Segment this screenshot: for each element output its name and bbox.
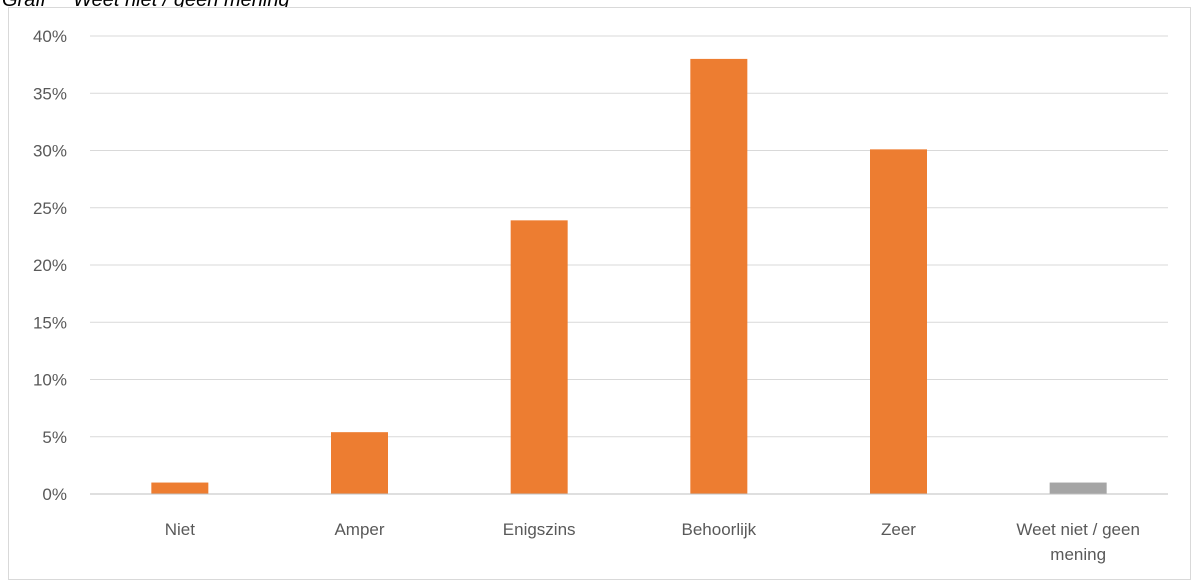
y-tick-label: 25% [33, 199, 67, 218]
y-axis-tick-labels: 0% 5% 10% 15% 20% 25% 30% 35% 40% [33, 27, 67, 504]
y-tick-label: 20% [33, 256, 67, 275]
x-category-label: Amper [334, 520, 384, 539]
x-category-label: Enigszins [503, 520, 576, 539]
bars [151, 58, 1107, 495]
y-tick-label: 10% [33, 371, 67, 390]
y-tick-label: 0% [42, 485, 67, 504]
bar-2 [331, 432, 388, 494]
figure-caption-fragment: Grafi Weet niet / geen mening [2, 0, 290, 11]
x-category-label: Niet [165, 520, 196, 539]
x-category-label: Behoorlijk [682, 520, 757, 539]
x-category-label: Zeer [881, 520, 916, 539]
bar-3 [510, 220, 568, 494]
x-axis-category-labels: Niet Amper Enigszins Behoorlijk Zeer Weet nie… [165, 520, 1140, 564]
chart-area [8, 7, 1191, 580]
y-tick-label: 30% [33, 142, 67, 161]
bar-1 [151, 482, 209, 494]
bar-6 [1049, 482, 1107, 494]
x-category-label: Weet niet / geen mening [1016, 520, 1140, 564]
bar-4 [690, 58, 748, 495]
y-tick-label: 40% [33, 27, 67, 46]
y-tick-label: 5% [42, 428, 67, 447]
y-tick-label: 35% [33, 84, 67, 103]
bar-5 [870, 149, 927, 495]
gridlines [90, 35, 1168, 438]
y-tick-label: 15% [33, 313, 67, 332]
